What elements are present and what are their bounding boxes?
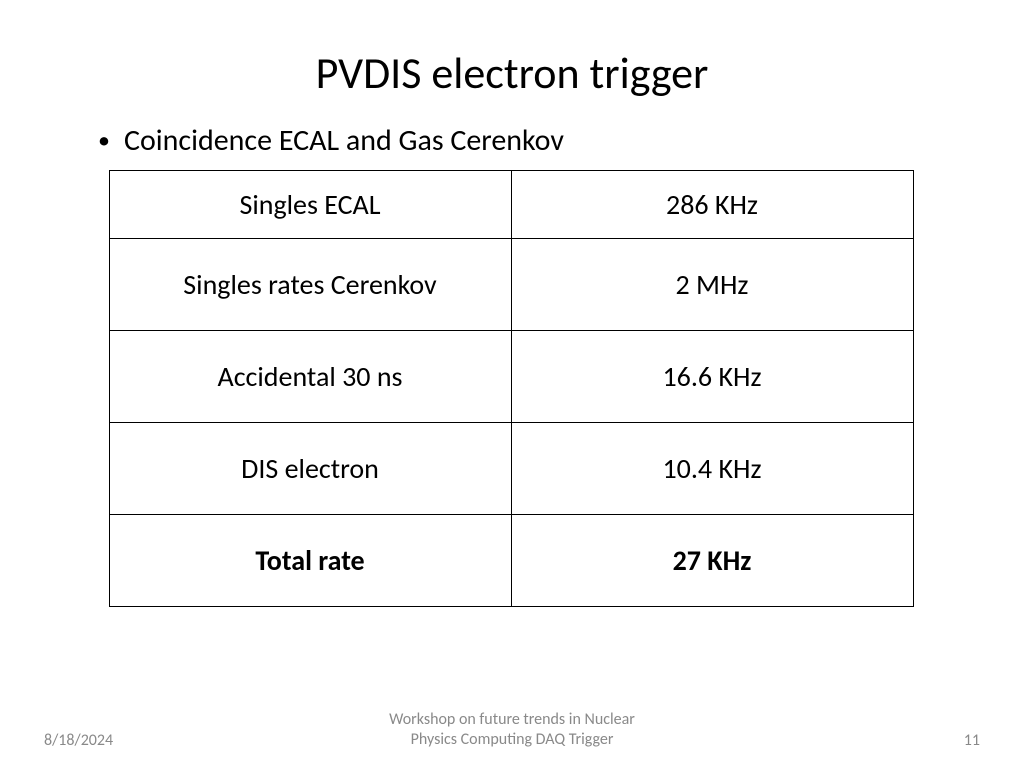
table-row: Total rate 27 KHz: [109, 515, 913, 607]
slide-footer: 8/18/2024 Workshop on future trends in N…: [0, 710, 1024, 750]
table-row: Accidental 30 ns 16.6 KHz: [109, 331, 913, 423]
cell-label: Accidental 30 ns: [109, 331, 511, 423]
footer-line1: Workshop on future trends in Nuclear: [389, 710, 635, 729]
cell-value: 27 KHz: [511, 515, 913, 607]
bullet-marker-icon: •: [98, 122, 110, 160]
rates-table: Singles ECAL 286 KHz Singles rates Ceren…: [109, 170, 914, 607]
cell-label: Total rate: [109, 515, 511, 607]
cell-label: DIS electron: [109, 423, 511, 515]
cell-label: Singles ECAL: [109, 171, 511, 239]
footer-line2: Physics Computing DAQ Trigger: [411, 730, 614, 749]
table-row: DIS electron 10.4 KHz: [109, 423, 913, 515]
footer-page-number: 11: [840, 731, 980, 750]
cell-label: Singles rates Cerenkov: [109, 239, 511, 331]
bullet-list: • Coincidence ECAL and Gas Cerenkov: [0, 122, 1024, 160]
cell-value: 16.6 KHz: [511, 331, 913, 423]
footer-date: 8/18/2024: [44, 731, 184, 750]
cell-value: 10.4 KHz: [511, 423, 913, 515]
cell-value: 286 KHz: [511, 171, 913, 239]
table-row: Singles ECAL 286 KHz: [109, 171, 913, 239]
slide-title: PVDIS electron trigger: [0, 0, 1024, 122]
bullet-text: Coincidence ECAL and Gas Cerenkov: [124, 122, 564, 159]
table-container: Singles ECAL 286 KHz Singles rates Ceren…: [0, 170, 1024, 607]
bullet-item: • Coincidence ECAL and Gas Cerenkov: [98, 122, 964, 160]
table-row: Singles rates Cerenkov 2 MHz: [109, 239, 913, 331]
cell-value: 2 MHz: [511, 239, 913, 331]
footer-title: Workshop on future trends in Nuclear Phy…: [184, 710, 840, 750]
